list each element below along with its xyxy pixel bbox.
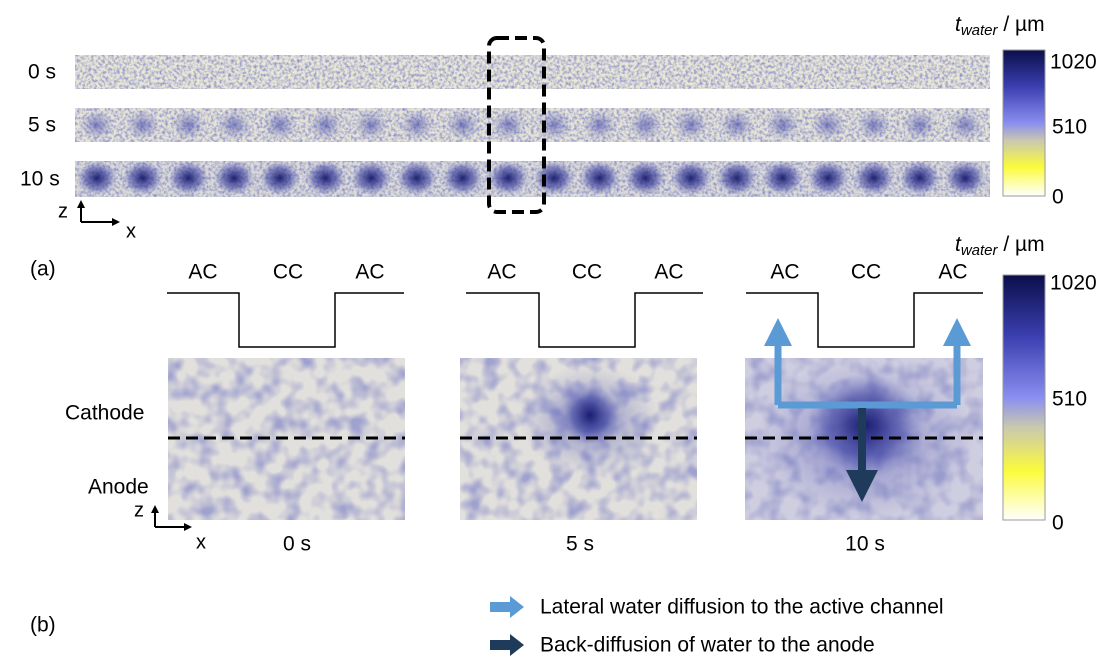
profile-label: CC xyxy=(851,261,881,284)
legend-arrow xyxy=(490,596,524,618)
profile-label: AC xyxy=(487,261,516,284)
water-blob xyxy=(560,385,620,445)
panels xyxy=(168,332,983,520)
colorbar-tick: 0 xyxy=(1052,186,1064,209)
panel-label: (a) xyxy=(30,258,56,281)
legend-text: Back-diffusion of water to the anode xyxy=(540,634,875,657)
profile-label: AC xyxy=(188,261,217,284)
profiles xyxy=(167,293,983,347)
colorbar-tick: 510 xyxy=(1052,388,1087,411)
legend: Lateral water diffusion to the active ch… xyxy=(490,596,944,657)
legend-text: Lateral water diffusion to the active ch… xyxy=(540,596,944,619)
layer-label: Anode xyxy=(88,476,149,499)
profile-label: CC xyxy=(273,261,303,284)
colorbar-title: twater / µm xyxy=(955,233,1045,259)
colorbar-tick: 1020 xyxy=(1050,272,1097,295)
colorbar-tick: 510 xyxy=(1052,116,1087,139)
colorbar-title: twater / µm xyxy=(955,13,1045,39)
profile-label: AC xyxy=(355,261,384,284)
strip-noise xyxy=(75,55,990,89)
time-label: 5 s xyxy=(28,114,56,137)
subscript: water xyxy=(961,22,999,39)
axis-z: z xyxy=(134,499,144,521)
legend-arrow xyxy=(490,634,524,656)
time-label: 10 s xyxy=(20,168,60,191)
unit: / µm xyxy=(998,13,1045,36)
unit: / µm xyxy=(998,233,1045,256)
profile-line xyxy=(167,293,404,347)
axis-x: x xyxy=(126,220,136,242)
profile-line xyxy=(746,293,983,347)
profile-label: AC xyxy=(770,261,799,284)
profile-line xyxy=(466,293,703,347)
subscript: water xyxy=(961,242,999,259)
axis-x: x xyxy=(196,531,206,553)
panel-label: (b) xyxy=(30,614,56,637)
time-label: 10 s xyxy=(845,533,885,556)
strips xyxy=(75,38,990,212)
strip-blobs xyxy=(75,161,990,197)
axis-icon: z x xyxy=(58,200,136,242)
time-label: 0 s xyxy=(283,533,311,556)
figure: 0 s 5 s 10 s z x twater / µm 1020 510 0 … xyxy=(0,0,1115,661)
profile-label: AC xyxy=(938,261,967,284)
profile-label: CC xyxy=(572,261,602,284)
profile-label: AC xyxy=(654,261,683,284)
colorbar-tick: 0 xyxy=(1052,512,1064,535)
layer-label: Cathode xyxy=(65,402,144,425)
strip-blobs xyxy=(75,108,990,142)
axis-z: z xyxy=(58,200,68,222)
time-label: 5 s xyxy=(566,533,594,556)
colorbar-tick: 1020 xyxy=(1050,51,1097,74)
time-label: 0 s xyxy=(28,61,56,84)
colorbar xyxy=(1003,50,1045,196)
colorbar xyxy=(1003,275,1045,520)
